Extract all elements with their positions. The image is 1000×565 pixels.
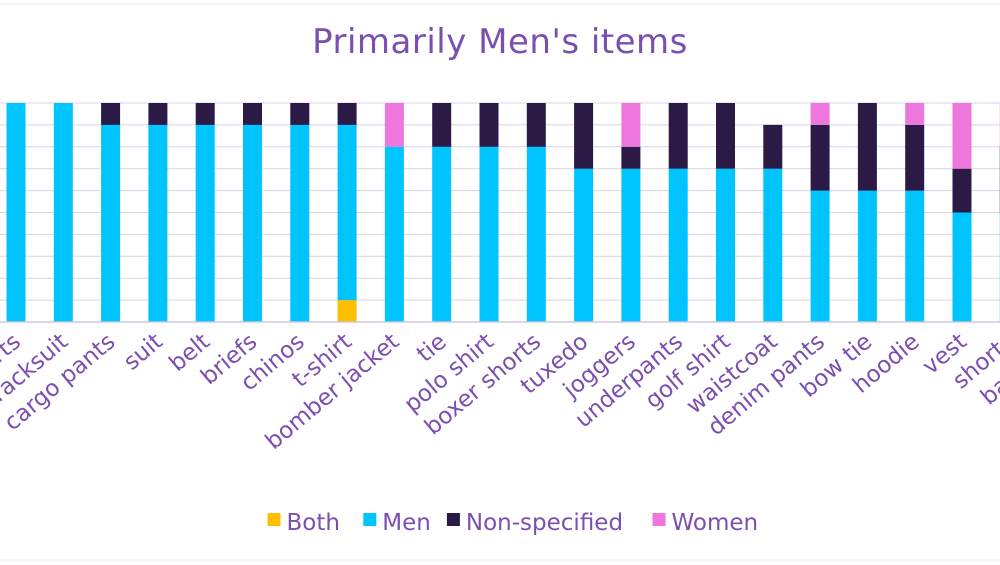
bar-segment-men: [290, 124, 310, 323]
x-tick-label: suit: [119, 329, 168, 376]
bar-segment-both: [337, 300, 357, 322]
bar-segment-men: [905, 190, 925, 322]
bar-segment-men: [716, 168, 735, 322]
bar-segment-men: [574, 168, 594, 322]
bar-segment-non-specified: [810, 124, 830, 191]
legend-swatch: [267, 513, 281, 526]
bar-segment-non-specified: [526, 103, 546, 147]
bar-segment-men: [148, 124, 168, 323]
bar-segment-men: [621, 168, 641, 322]
legend: Both Men Non-specified Women: [267, 510, 759, 536]
bar-segment-non-specified: [101, 103, 121, 125]
bar-segment-men: [53, 103, 73, 322]
bar-segment-men: [432, 146, 452, 322]
bar-segment-women: [952, 103, 972, 169]
bar-segment-non-specified: [195, 103, 215, 125]
bar-segment-men: [384, 146, 404, 322]
bar-segment-men: [526, 146, 546, 322]
legend-swatch: [652, 513, 666, 526]
bar-segment-men: [337, 124, 357, 301]
bar-segment-women: [905, 103, 925, 125]
bar-segment-men: [952, 212, 972, 322]
bar-segment-women: [384, 103, 404, 147]
bar-segment-non-specified: [574, 103, 594, 169]
bar-segment-non-specified: [763, 124, 783, 169]
bar-segment-women: [810, 103, 830, 125]
legend-label: Non-specified: [466, 510, 623, 536]
bar-segment-men: [857, 190, 877, 322]
bar-segment-non-specified: [668, 103, 688, 169]
bars: [6, 103, 1000, 323]
bar-segment-non-specified: [905, 124, 925, 191]
bar-segment-men: [243, 124, 262, 323]
legend-label: Women: [672, 510, 759, 536]
bar-segment-non-specified: [621, 146, 641, 169]
bar-segment-non-specified: [148, 103, 168, 125]
bar-segment-men: [101, 124, 121, 323]
legend-swatch: [363, 513, 377, 526]
bar-segment-women: [621, 103, 641, 147]
bar-segment-non-specified: [716, 103, 735, 169]
bar-segment-non-specified: [479, 103, 499, 147]
bar-segment-men: [479, 146, 499, 322]
bar-segment-non-specified: [337, 103, 357, 125]
legend-label: Both: [287, 510, 340, 536]
bar-segment-men: [763, 168, 783, 322]
bar-segment-men: [195, 124, 215, 323]
bar-segment-non-specified: [432, 103, 452, 147]
chart-title: Primarily Men's items: [312, 22, 688, 62]
legend-label: Men: [382, 510, 431, 536]
bar-segment-non-specified: [243, 103, 262, 125]
legend-swatch: [446, 513, 460, 526]
bar-segment-non-specified: [857, 103, 877, 191]
bar-segment-men: [668, 168, 688, 322]
bar-segment-non-specified: [952, 168, 972, 213]
bar-segment-men: [6, 103, 26, 322]
bar-segment-men: [810, 190, 830, 322]
bar-segment-non-specified: [290, 103, 310, 125]
